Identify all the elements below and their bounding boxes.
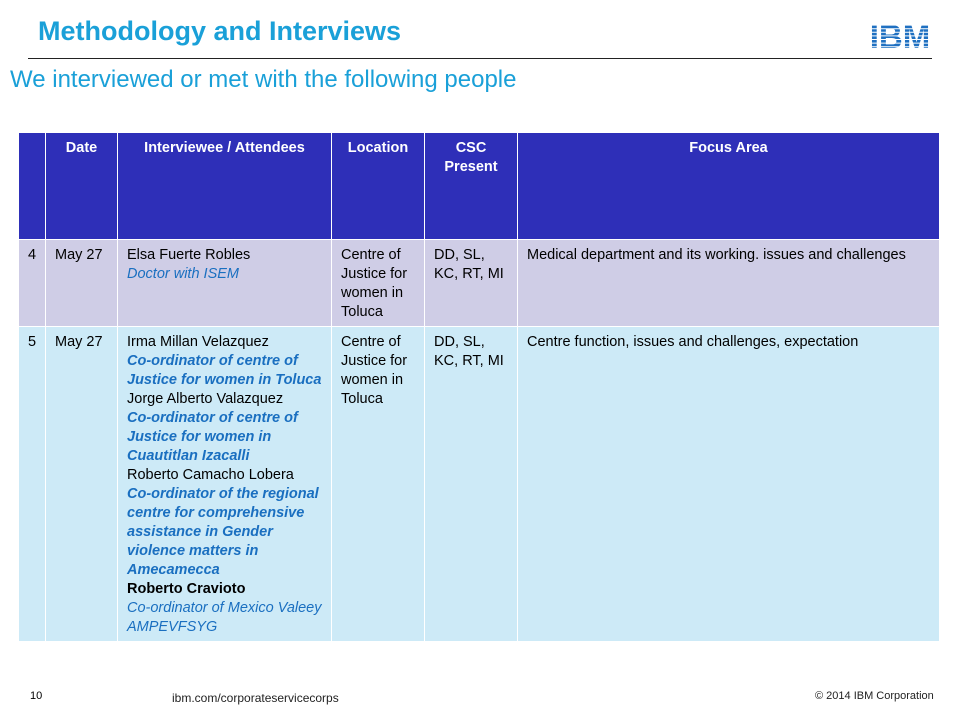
slide-subtitle: We interviewed or met with the following… — [10, 66, 517, 93]
row-csc-present: DD, SL, KC, RT, MI — [424, 239, 518, 327]
footer-url: ibm.com/corporateservicecorps — [172, 691, 339, 705]
person-role: Co-ordinator of centre of Justice for wo… — [127, 410, 298, 464]
row-date: May 27 — [45, 239, 118, 327]
header-csc-line2: Present — [444, 159, 498, 175]
title-divider — [28, 58, 932, 59]
person-role: Co-ordinator of centre of Justice for wo… — [127, 353, 322, 388]
row-focus-area: Medical department and its working. issu… — [517, 239, 940, 327]
row-focus-area: Centre function, issues and challenges, … — [517, 326, 940, 642]
row-number: 4 — [18, 239, 46, 327]
person-name: Elsa Fuerte Robles — [127, 247, 251, 263]
table-row: 5 May 27 Irma Millan Velazquez Co-ordina… — [18, 326, 940, 642]
row-csc-present: DD, SL, KC, RT, MI — [424, 326, 518, 642]
interviews-table: Date Interviewee / Attendees Location CS… — [18, 132, 940, 642]
person-role: Co-ordinator of Mexico Valeey AMPEVFSYG — [127, 600, 322, 635]
person-role: Co-ordinator of the regional centre for … — [127, 486, 319, 578]
ibm-logo-icon: IBM — [870, 22, 931, 50]
row-number: 5 — [18, 326, 46, 642]
person-role: Doctor with ISEM — [127, 266, 239, 282]
header-location: Location — [331, 132, 425, 240]
header-num — [18, 132, 46, 240]
row-interviewees: Irma Millan Velazquez Co-ordinator of ce… — [117, 326, 332, 642]
ibm-logo-text: IBM — [870, 22, 931, 50]
person-name: Roberto Cravioto — [127, 581, 246, 597]
table-header-row: Date Interviewee / Attendees Location CS… — [18, 132, 940, 240]
row-location: Centre of Justice for women in Toluca — [331, 239, 425, 327]
header-interviewee: Interviewee / Attendees — [117, 132, 332, 240]
header-csc-present: CSC Present — [424, 132, 518, 240]
person-name: Irma Millan Velazquez — [127, 334, 269, 350]
person-name: Roberto Camacho Lobera — [127, 467, 294, 483]
table-row: 4 May 27 Elsa Fuerte Robles Doctor with … — [18, 239, 940, 327]
page-number: 10 — [30, 690, 43, 702]
slide-title: Methodology and Interviews — [38, 16, 402, 46]
row-interviewees: Elsa Fuerte Robles Doctor with ISEM — [117, 239, 332, 327]
row-location: Centre of Justice for women in Toluca — [331, 326, 425, 642]
header-csc-line1: CSC — [455, 140, 487, 156]
header-focus-area: Focus Area — [517, 132, 940, 240]
person-name: Jorge Alberto Valazquez — [127, 391, 284, 407]
footer-copyright: © 2014 IBM Corporation — [815, 690, 934, 702]
row-date: May 27 — [45, 326, 118, 642]
header-date: Date — [45, 132, 118, 240]
